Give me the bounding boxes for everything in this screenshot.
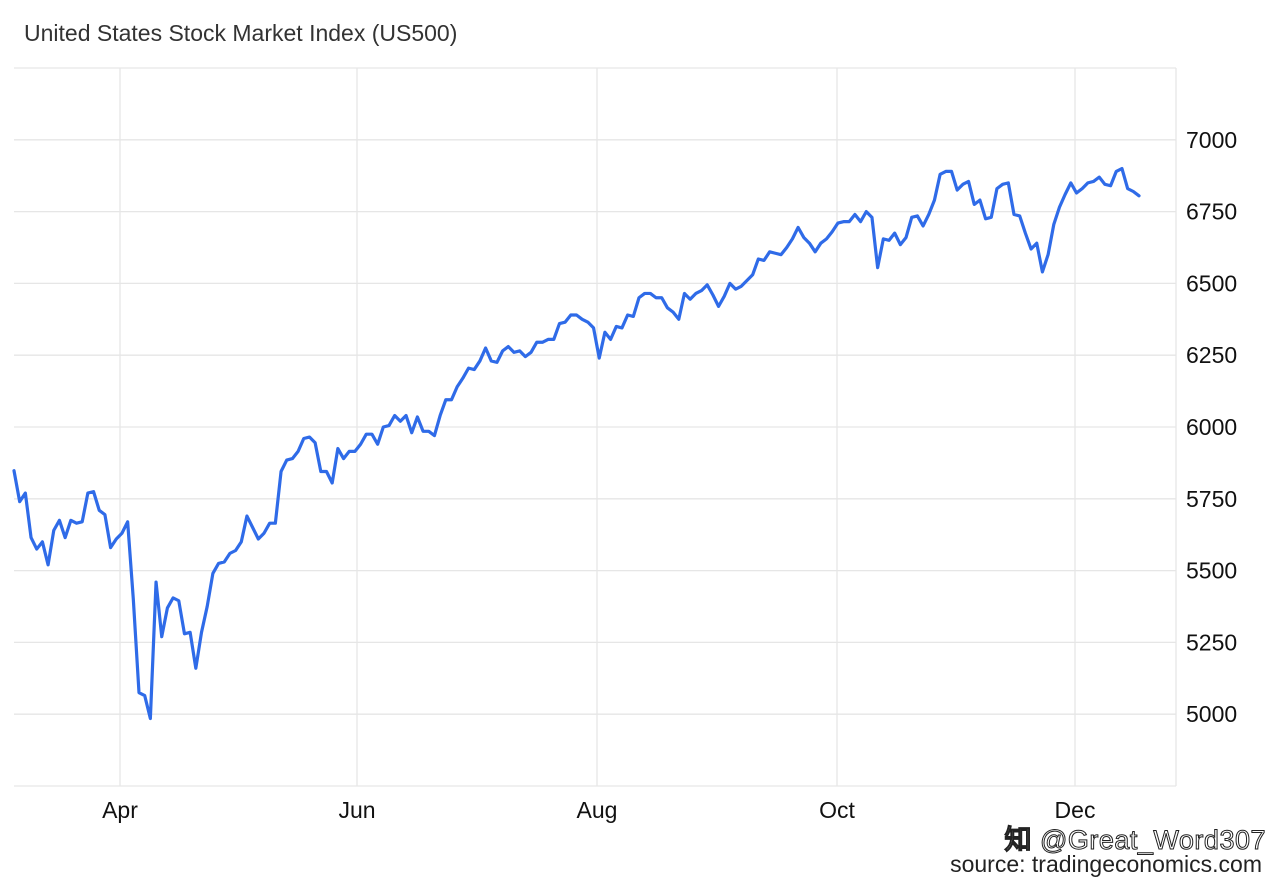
source-label: source: tradingeconomics.com — [950, 851, 1262, 877]
watermark-logo: 知 — [1004, 825, 1032, 856]
y-tick-label: 7000 — [1186, 127, 1237, 153]
y-tick-label: 6750 — [1186, 199, 1237, 225]
y-tick-label: 6500 — [1186, 270, 1237, 296]
series-group — [12, 166, 1141, 721]
x-tick-label: Dec — [1055, 797, 1096, 823]
y-tick-label: 5750 — [1186, 486, 1237, 512]
y-tick-label: 6000 — [1186, 414, 1237, 440]
x-tick-label: Oct — [819, 797, 855, 823]
watermark: 知 @Great_Word307 — [1004, 818, 1266, 857]
x-axis-tick-labels: Apr Jun Aug Oct Dec — [102, 797, 1095, 823]
chart-title: United States Stock Market Index (US500) — [24, 20, 458, 46]
y-tick-label: 5000 — [1186, 701, 1237, 727]
gridlines — [14, 67, 1177, 787]
x-tick-label: Jun — [338, 797, 375, 823]
x-tick-label: Aug — [577, 797, 618, 823]
y-axis-tick-labels: 5000 5250 5500 5750 6000 6250 6500 6750 7000 — [1186, 127, 1237, 727]
y-tick-label: 5250 — [1186, 629, 1237, 655]
y-tick-label: 6250 — [1186, 342, 1237, 368]
y-tick-label: 5500 — [1186, 558, 1237, 584]
series-line — [12, 166, 1141, 721]
watermark-text: @Great_Word307 — [1039, 825, 1266, 856]
x-tick-label: Apr — [102, 797, 138, 823]
